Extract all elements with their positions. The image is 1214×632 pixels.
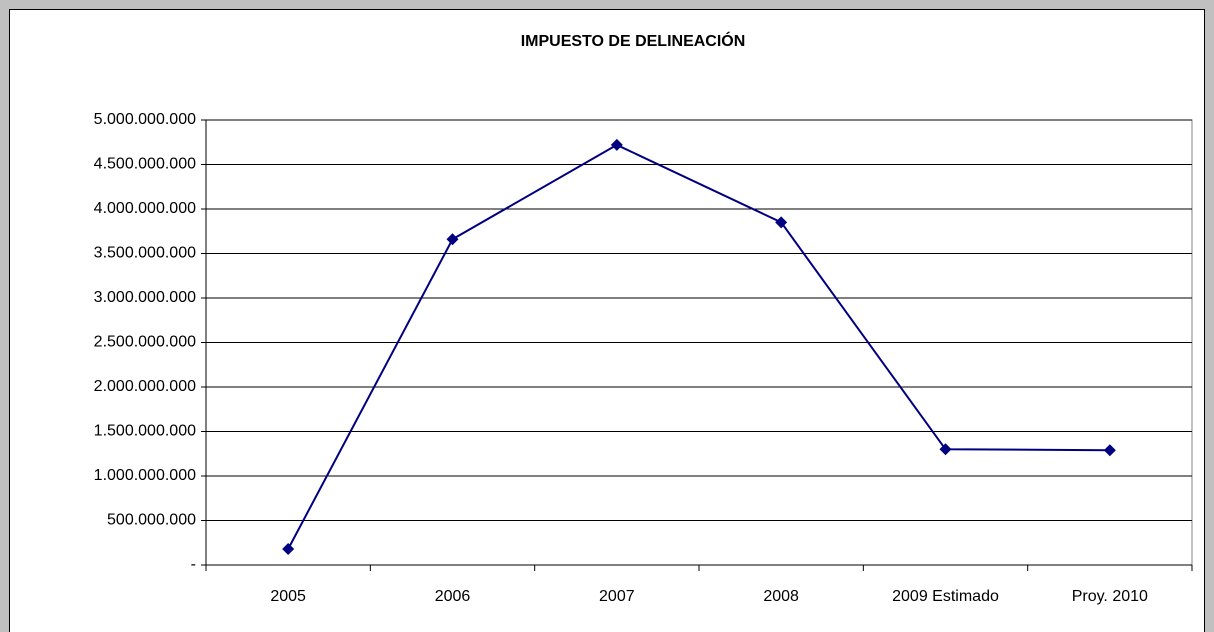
x-tick-label: 2006 xyxy=(435,588,471,605)
y-tick-label: 3.000.000.000 xyxy=(94,289,196,306)
y-tick-label: 3.500.000.000 xyxy=(94,245,196,262)
data-marker xyxy=(939,443,952,456)
x-tick-label: 2008 xyxy=(763,588,799,605)
y-tick-label: 4.500.000.000 xyxy=(94,156,196,173)
y-tick-label: 5.000.000.000 xyxy=(94,111,196,128)
chart-title: IMPUESTO DE DELINEACIÓN xyxy=(521,31,746,50)
data-marker xyxy=(446,233,459,246)
data-marker xyxy=(610,138,623,151)
y-tick-label: 1.000.000.000 xyxy=(94,467,196,484)
y-tick-label: 4.000.000.000 xyxy=(94,200,196,217)
data-marker xyxy=(282,542,295,555)
data-line xyxy=(287,143,1110,550)
y-tick-label: - xyxy=(191,556,196,573)
y-tick-label: 2.000.000.000 xyxy=(94,378,196,395)
x-tick-label: 2007 xyxy=(599,588,635,605)
x-tick-label: Proy. 2010 xyxy=(1072,588,1148,605)
x-tick-label: 2009 Estimado xyxy=(892,588,999,605)
y-tick-label: 500.000.000 xyxy=(107,512,196,529)
data-marker xyxy=(775,216,788,229)
data-marker xyxy=(1103,444,1116,457)
chart-area xyxy=(9,9,1205,632)
x-tick-label: 2005 xyxy=(270,588,306,605)
y-tick-label: 2.500.000.000 xyxy=(94,334,196,351)
y-tick-label: 1.500.000.000 xyxy=(94,423,196,440)
